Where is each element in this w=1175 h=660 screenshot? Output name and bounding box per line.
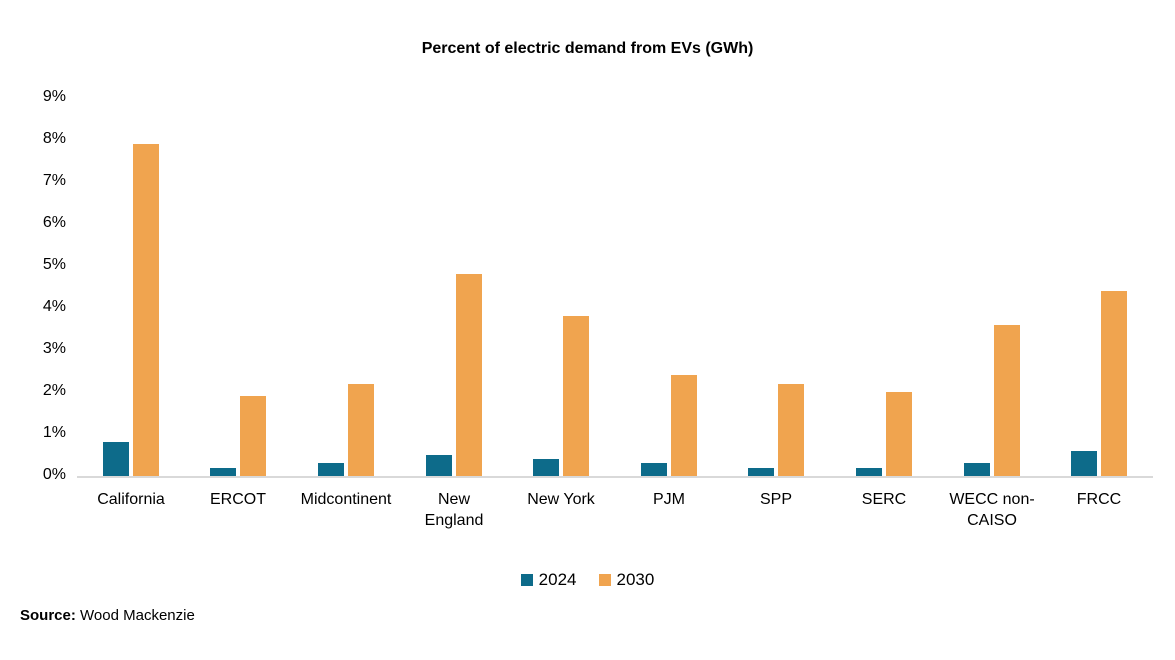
legend-label: 2030: [616, 570, 655, 589]
y-tick-label: 7%: [42, 172, 66, 189]
legend: 2024 2030: [0, 570, 1175, 590]
y-tick-label: 0%: [42, 466, 66, 483]
x-category-label: Midcontinent: [300, 491, 392, 508]
legend-item-2030: 2030: [598, 570, 655, 590]
source-label: Source:: [20, 607, 76, 624]
bar-2024-new-england: [426, 455, 452, 476]
bar-2030-wecc-non--caiso: [994, 325, 1020, 476]
bar-2030-midcontinent: [348, 384, 374, 476]
bar-2030-new-england: [456, 274, 482, 476]
x-category-label: New York: [527, 491, 595, 508]
bar-2024-midcontinent: [318, 463, 344, 476]
bar-2030-spp: [778, 384, 804, 476]
y-tick-label: 6%: [42, 214, 66, 231]
bar-2030-new-york: [563, 316, 589, 476]
x-category-label: SPP: [759, 491, 792, 508]
y-tick-label: 8%: [42, 130, 66, 147]
bar-2030-california: [133, 144, 159, 476]
bar-2024-pjm: [641, 463, 667, 476]
legend-swatch-icon: [520, 574, 533, 586]
bar-2030-ercot: [240, 396, 266, 476]
bar-2024-wecc-non--caiso: [964, 463, 990, 476]
x-category-label: FRCC: [1076, 491, 1122, 508]
bar-2030-frcc: [1101, 291, 1127, 476]
bar-2030-pjm: [671, 375, 697, 476]
x-axis-line: [77, 476, 1153, 478]
y-tick-label: 5%: [42, 256, 66, 273]
chart-title: Percent of electric demand from EVs (GWh…: [421, 40, 754, 57]
legend-swatch-icon: [598, 574, 611, 586]
source-text: Wood Mackenzie: [75, 607, 195, 624]
y-tick-label: 4%: [42, 298, 66, 315]
source-line: Source: Wood Mackenzie: [20, 607, 195, 624]
bar-2024-california: [103, 442, 129, 476]
x-category-label: New England: [424, 491, 484, 529]
bar-2030-serc: [886, 392, 912, 476]
x-category-label: California: [97, 491, 165, 508]
bar-2024-frcc: [1071, 451, 1097, 476]
y-tick-label: 2%: [42, 382, 66, 399]
y-tick-label: 3%: [42, 340, 66, 357]
y-tick-label: 1%: [42, 424, 66, 441]
x-category-label: PJM: [653, 491, 685, 508]
bar-2024-new-york: [533, 459, 559, 476]
y-tick-label: 9%: [42, 88, 66, 105]
legend-item-2024: 2024: [520, 570, 577, 590]
x-category-label: WECC non- CAISO: [949, 491, 1035, 529]
x-category-label: ERCOT: [210, 491, 266, 508]
legend-label: 2024: [538, 570, 577, 589]
bar-2024-serc: [856, 468, 882, 476]
bar-2024-ercot: [210, 468, 236, 476]
x-category-label: SERC: [861, 491, 907, 508]
bar-2024-spp: [748, 468, 774, 476]
